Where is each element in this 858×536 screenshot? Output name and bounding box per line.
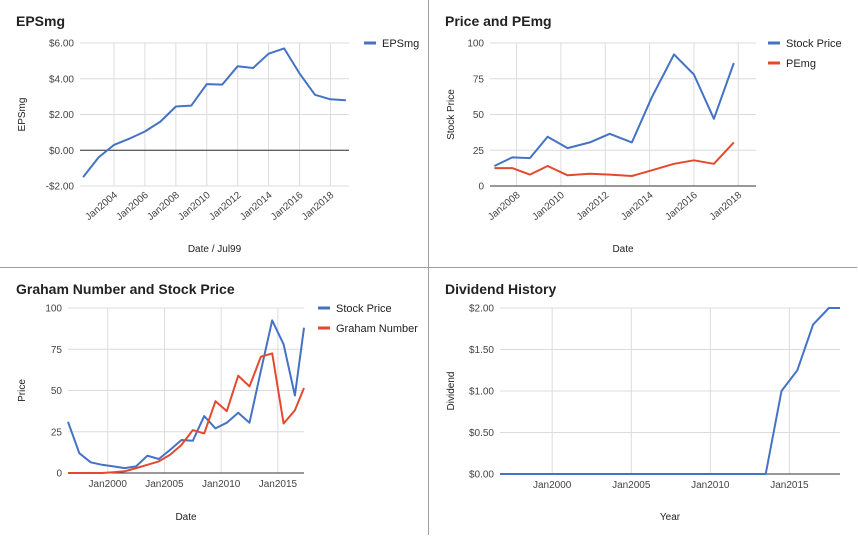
series-line-1 <box>68 352 305 474</box>
x-tick-label: Jan2006 <box>114 190 151 223</box>
y-tick-label: 0 <box>478 182 484 193</box>
eps-chart-panel: EPSmg -$2.00 $0.00 $2.00 $4.00 $6.00 Jan2004 Ja… <box>0 0 429 268</box>
dividend-history-chart-panel: Dividend History $0.00 $0.50 $1.00 $1.50 $2.0… <box>429 268 857 535</box>
x-axis-label: Date <box>175 512 197 523</box>
x-tick-label: Jan2008 <box>486 190 523 223</box>
x-tick-label: Jan2016 <box>269 190 306 223</box>
x-axis-label: Year <box>660 512 681 523</box>
x-tick-label: Jan2014 <box>238 190 275 223</box>
y-axis-label: Dividend <box>446 372 457 411</box>
y-tick-label: 0 <box>56 469 62 480</box>
x-tick-label: Jan2015 <box>259 479 298 490</box>
y-tick-label: $0.50 <box>469 428 494 439</box>
y-tick-label: -$2.00 <box>46 182 75 193</box>
y-tick-label: 100 <box>45 304 62 315</box>
legend-entry: Stock Price <box>786 38 842 50</box>
x-tick-label: Jan2010 <box>202 479 241 490</box>
x-tick-label: Jan2016 <box>663 190 700 223</box>
graham-number-chart: Graham Number and Stock Price 0 25 50 75 100 J… <box>16 281 418 523</box>
y-tick-label: 25 <box>473 146 485 157</box>
legend-entry: EPSmg <box>382 38 419 50</box>
x-tick-label: Jan2018 <box>708 190 745 223</box>
x-tick-label: Jan2000 <box>89 479 128 490</box>
x-tick-label: Jan2012 <box>207 190 244 223</box>
chart-title: Graham Number and Stock Price <box>16 281 235 297</box>
chart-title: Price and PEmg <box>445 13 552 29</box>
y-tick-label: 100 <box>467 39 484 50</box>
graham-number-chart-panel: Graham Number and Stock Price 0 25 50 75 100 J… <box>0 268 429 535</box>
x-tick-label: Jan2004 <box>83 190 120 223</box>
series-line-0 <box>82 47 346 178</box>
dividend-history-chart: Dividend History $0.00 $0.50 $1.00 $1.50 $2.0… <box>445 281 840 523</box>
x-tick-label: Jan2014 <box>619 190 656 223</box>
x-axis-label: Date / Jul99 <box>188 244 242 255</box>
y-tick-label: 25 <box>51 427 63 438</box>
y-tick-label: 75 <box>51 345 63 356</box>
y-axis-label: EPSmg <box>17 98 28 132</box>
legend-entry: Graham Number <box>336 323 418 335</box>
y-tick-label: $1.00 <box>469 387 494 398</box>
y-tick-label: $0.00 <box>49 146 74 157</box>
y-axis-label: Stock Price <box>446 89 457 140</box>
x-tick-label: Jan2008 <box>145 190 182 223</box>
y-tick-label: $0.00 <box>469 470 494 481</box>
x-axis-label: Date <box>612 244 634 255</box>
x-tick-label: Jan2010 <box>530 190 567 223</box>
x-tick-label: Jan2012 <box>575 190 612 223</box>
series-line-0 <box>493 53 735 167</box>
chart-title: Dividend History <box>445 281 556 297</box>
x-tick-label: Jan2005 <box>612 480 651 491</box>
legend-entry: PEmg <box>786 58 816 70</box>
x-tick-label: Jan2010 <box>691 480 730 491</box>
y-tick-label: $1.50 <box>469 345 494 356</box>
chart-title: EPSmg <box>16 13 65 29</box>
x-tick-label: Jan2000 <box>533 480 572 491</box>
x-tick-label: Jan2015 <box>770 480 809 491</box>
y-tick-label: $6.00 <box>49 39 74 50</box>
series-line-0 <box>67 319 305 470</box>
y-tick-label: $2.00 <box>49 110 74 121</box>
x-tick-label: Jan2010 <box>176 190 213 223</box>
x-tick-label: Jan2018 <box>300 190 337 223</box>
y-tick-label: $4.00 <box>49 74 74 85</box>
y-tick-label: 50 <box>51 386 63 397</box>
series-line-1 <box>494 141 735 177</box>
y-tick-label: 75 <box>473 74 485 85</box>
eps-chart: EPSmg-$2.00$0.00$2.00$4.00$6.00Jan2004Ja… <box>16 13 419 255</box>
price-pe-chart-panel: Price and PEmg 0 25 50 75 100 Jan2008 Jan2010 Ja… <box>429 0 857 268</box>
legend-entry: Stock Price <box>336 303 392 315</box>
y-tick-label: $2.00 <box>469 304 494 315</box>
y-tick-label: 50 <box>473 110 485 121</box>
y-axis-label: Price <box>17 379 28 402</box>
series-line-0 <box>500 307 840 475</box>
x-tick-label: Jan2005 <box>145 479 184 490</box>
